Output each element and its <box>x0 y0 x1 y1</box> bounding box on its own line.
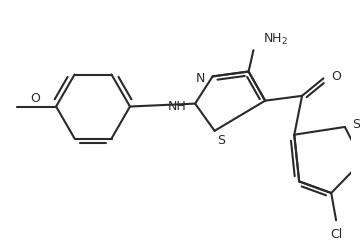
Text: NH$_2$: NH$_2$ <box>263 32 288 47</box>
Text: O: O <box>30 92 40 105</box>
Text: O: O <box>331 70 341 83</box>
Text: S: S <box>217 134 225 147</box>
Text: N: N <box>195 72 205 85</box>
Text: NH: NH <box>167 100 186 113</box>
Text: Cl: Cl <box>330 228 342 241</box>
Text: S: S <box>352 119 360 132</box>
